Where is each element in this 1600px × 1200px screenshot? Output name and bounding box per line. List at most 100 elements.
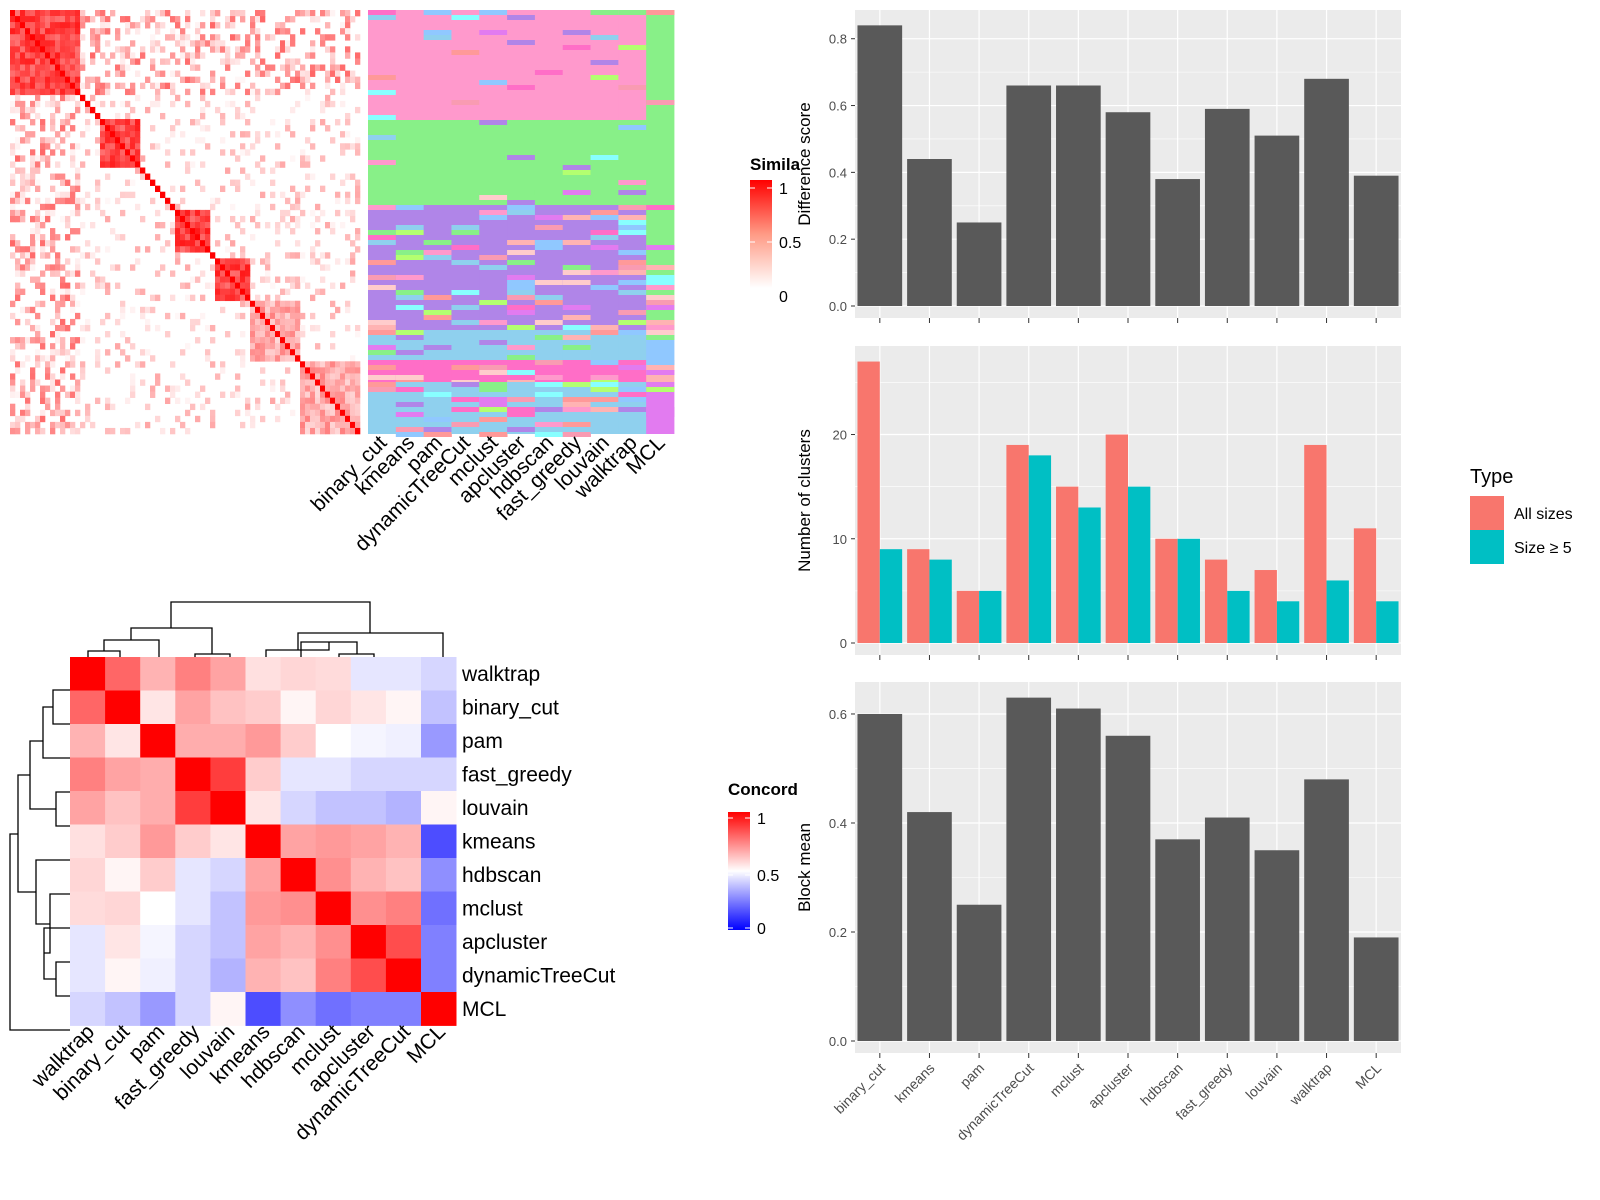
bar-all-sizes: [1254, 570, 1277, 643]
concordance-cell: [315, 657, 352, 691]
concordance-cell: [105, 724, 141, 758]
concordance-cell: [350, 992, 387, 1026]
concordance-cell: [105, 958, 141, 993]
bar: [1254, 850, 1300, 1041]
concordance-cell: [70, 858, 106, 892]
bar: [1204, 108, 1250, 306]
concordance-cell: [350, 858, 387, 892]
similarity-colorbar: [750, 180, 772, 288]
bar-size-ge5: [1177, 538, 1200, 643]
bar: [1056, 708, 1101, 1041]
concordance-tick-0: 0: [757, 921, 766, 938]
concordance-cell: [280, 958, 317, 993]
concordance-cell: [421, 891, 457, 926]
y-tick-label: 0.0: [829, 299, 847, 314]
concordance-cell: [245, 925, 281, 959]
bar: [1304, 78, 1349, 306]
concordance-cell: [245, 791, 281, 825]
concordance-cell: [315, 757, 352, 792]
bar-size-ge5: [1128, 486, 1151, 643]
bar-size-ge5: [879, 549, 903, 643]
bar-all-sizes: [956, 590, 980, 643]
concordance-cell: [175, 757, 211, 792]
bar-charts-panel: 0.0 0.2 0.4 0.6 0.8 Difference score 0 10 20 Numb…: [795, 10, 1401, 1143]
concordance-cell: [280, 925, 317, 959]
concordance-cell: [421, 657, 457, 691]
type-legend-title: Type: [1470, 466, 1513, 488]
y-axis-title: Block mean: [795, 823, 814, 912]
concordance-cell: [210, 657, 246, 691]
concordance-cell: [245, 824, 281, 859]
bar-all-sizes: [1105, 434, 1128, 643]
concordance-colorbar: [728, 812, 750, 930]
concordance-row-label: dynamicTreeCut: [462, 964, 615, 987]
similarity-tick-0-5: 0.5: [779, 235, 801, 252]
bar-size-ge5: [1227, 590, 1250, 643]
concordance-cell: [70, 824, 106, 859]
concordance-cell: [421, 791, 457, 825]
similarity-legend: Simila 1 0.5 0: [750, 155, 801, 306]
x-category-label: walktrap: [1286, 1060, 1335, 1109]
concordance-cell: [70, 690, 106, 725]
concordance-cell: [245, 858, 281, 892]
concordance-cell: [245, 958, 281, 993]
concordance-cell: [350, 824, 387, 859]
concordance-cell: [421, 690, 457, 725]
concordance-cell: [175, 891, 211, 926]
concordance-cell: [140, 724, 176, 758]
concordance-cell: [315, 824, 352, 859]
bar: [1006, 85, 1052, 306]
bar-size-ge5: [979, 590, 1002, 643]
concordance-cell: [70, 757, 106, 792]
concordance-cell: [280, 858, 317, 892]
concordance-cell: [245, 690, 281, 725]
y-tick-label: 0.6: [829, 99, 847, 114]
concordance-cell: [140, 858, 176, 892]
bar-size-ge5: [1028, 455, 1052, 643]
bar-all-sizes: [1056, 486, 1079, 643]
concordance-cell: [210, 992, 246, 1026]
concordance-cell: [70, 657, 106, 691]
bar-all-sizes: [1155, 538, 1178, 643]
concordance-cell: [315, 690, 352, 725]
similarity-tick-1: 1: [779, 181, 788, 198]
bar: [1353, 937, 1399, 1041]
concordance-cell: [105, 858, 141, 892]
concordance-cell: [210, 690, 246, 725]
bar: [857, 713, 903, 1041]
bar-all-sizes: [1304, 444, 1327, 643]
bar-chart-1: 0.0 0.2 0.4 0.6 0.8 Difference score: [795, 10, 1401, 323]
concordance-cell: [245, 992, 281, 1026]
x-category-label: hdbscan: [1137, 1060, 1186, 1109]
x-category-label: pam: [957, 1060, 988, 1091]
y-tick-label: 0.4: [829, 816, 847, 831]
bar: [1155, 839, 1200, 1041]
bar-chart-2: 0 10 20 Number of clusters: [795, 346, 1401, 660]
bar-all-sizes: [857, 361, 880, 643]
concordance-cell: [245, 757, 281, 792]
concordance-cell: [175, 657, 211, 691]
concordance-cell: [175, 858, 211, 892]
concordance-cell: [350, 690, 387, 725]
concordance-cell: [350, 757, 387, 792]
concordance-cell: [210, 925, 246, 959]
concordance-cell: [385, 657, 422, 691]
x-category-label: mclust: [1047, 1060, 1087, 1100]
concordance-cell: [70, 958, 106, 993]
bar-size-ge5: [1326, 580, 1349, 643]
membership-column-labels: binary_cutkmeanspamdynamicTreeCutmclusta…: [307, 431, 670, 556]
concordance-cell: [385, 757, 422, 792]
concordance-cell: [140, 791, 176, 825]
concordance-cell: [245, 724, 281, 758]
concordance-cell: [280, 724, 317, 758]
bar: [1353, 175, 1399, 306]
concordance-cell: [315, 791, 352, 825]
concordance-cell: [70, 724, 106, 758]
concordance-cell: [140, 690, 176, 725]
concordance-tick-1: 1: [757, 811, 766, 828]
concordance-cell: [421, 724, 457, 758]
bar: [1006, 697, 1052, 1041]
